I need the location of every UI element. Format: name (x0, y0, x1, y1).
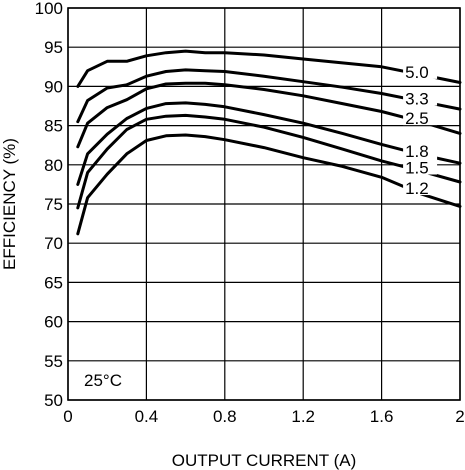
y-tick-labels: 50 55 60 65 70 75 80 85 90 95 100 (35, 0, 63, 410)
y-tick-label: 55 (44, 352, 63, 371)
series-label-background (403, 141, 438, 159)
plot-frame (67, 7, 461, 401)
series-line-1-8 (76, 101, 462, 186)
series-label-background (403, 61, 438, 79)
series-label: 2.5 (405, 109, 429, 128)
series-line-3-3 (76, 68, 462, 124)
x-tick-labels: 0 0.4 0.8 1.2 1.6 2 (63, 407, 464, 426)
x-tick-label: 0.4 (135, 407, 159, 426)
y-tick-label: 80 (44, 156, 63, 175)
series-label: 5.0 (405, 63, 429, 82)
temperature-annotation: 25°C (84, 371, 122, 390)
x-axis-title: OUTPUT CURRENT (A) (172, 451, 357, 470)
series-lines (76, 49, 462, 236)
y-tick-label: 50 (44, 391, 63, 410)
y-axis-title: EFFICIENCY (%) (0, 138, 19, 270)
series-label-background (403, 88, 438, 106)
series-label: 1.5 (405, 159, 429, 178)
y-tick-label: 70 (44, 234, 63, 253)
series-line-2-5 (76, 81, 462, 149)
y-tick-label: 60 (44, 313, 63, 332)
y-tick-label: 95 (44, 38, 63, 57)
y-tick-label: 85 (44, 117, 63, 136)
x-tick-label: 1.6 (370, 407, 394, 426)
x-tick-label: 2 (455, 407, 464, 426)
series-label-background (403, 178, 438, 196)
series-label: 3.3 (405, 90, 429, 109)
y-tick-label: 100 (35, 0, 63, 18)
series-line-5-0 (76, 49, 462, 88)
series-labels: 5.0 3.32.5 1.81.51.2 (403, 61, 438, 198)
series-label: 1.2 (405, 179, 429, 198)
y-tick-label: 75 (44, 195, 63, 214)
grid-lines (67, 7, 461, 401)
x-tick-label: 1.2 (291, 407, 315, 426)
x-tick-label: 0 (63, 407, 72, 426)
series-label: 1.8 (405, 142, 429, 161)
series-line-1-5 (76, 113, 462, 210)
series-line-1-2 (76, 133, 462, 236)
series-label-background (403, 157, 438, 175)
series-label-background (403, 108, 438, 126)
x-tick-label: 0.8 (213, 407, 237, 426)
y-tick-label: 90 (44, 77, 63, 96)
y-tick-label: 65 (44, 273, 63, 292)
